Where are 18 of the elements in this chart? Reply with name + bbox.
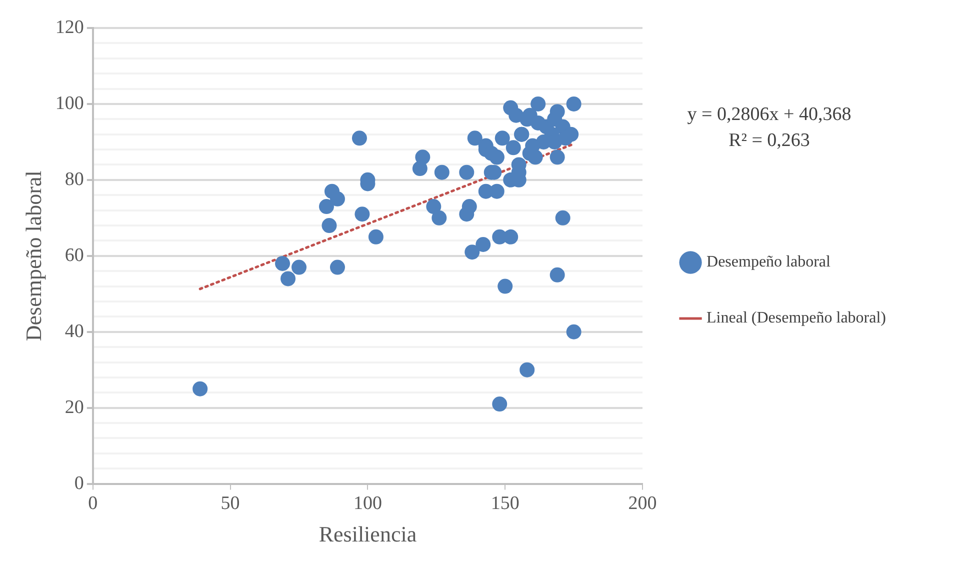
- y-tick-label: 100: [55, 92, 84, 114]
- x-tick-label: 50: [220, 493, 240, 514]
- y-tick-label: 40: [64, 320, 84, 342]
- text: R² = 0,263: [728, 130, 810, 151]
- y-axis-title: Desempeño laboral: [20, 170, 46, 342]
- y-tick-label: 60: [64, 244, 84, 266]
- text: y = 0,2806x + 40,368: [687, 104, 852, 125]
- y-tick-label: 0: [74, 472, 84, 494]
- legend-label: Desempeño laboral: [706, 254, 832, 271]
- x-tick-label: 100: [353, 493, 382, 514]
- y-tick-label: 20: [64, 396, 84, 418]
- x-tick-label: 0: [88, 493, 98, 514]
- y-tick-label: 120: [55, 16, 84, 38]
- legend-label: Lineal (Desempeño laboral): [706, 310, 886, 327]
- x-axis-title: Resiliencia: [318, 522, 417, 547]
- y-tick-label: 80: [64, 168, 84, 190]
- x-tick-label: 150: [490, 493, 520, 514]
- x-tick-label: 200: [628, 493, 657, 514]
